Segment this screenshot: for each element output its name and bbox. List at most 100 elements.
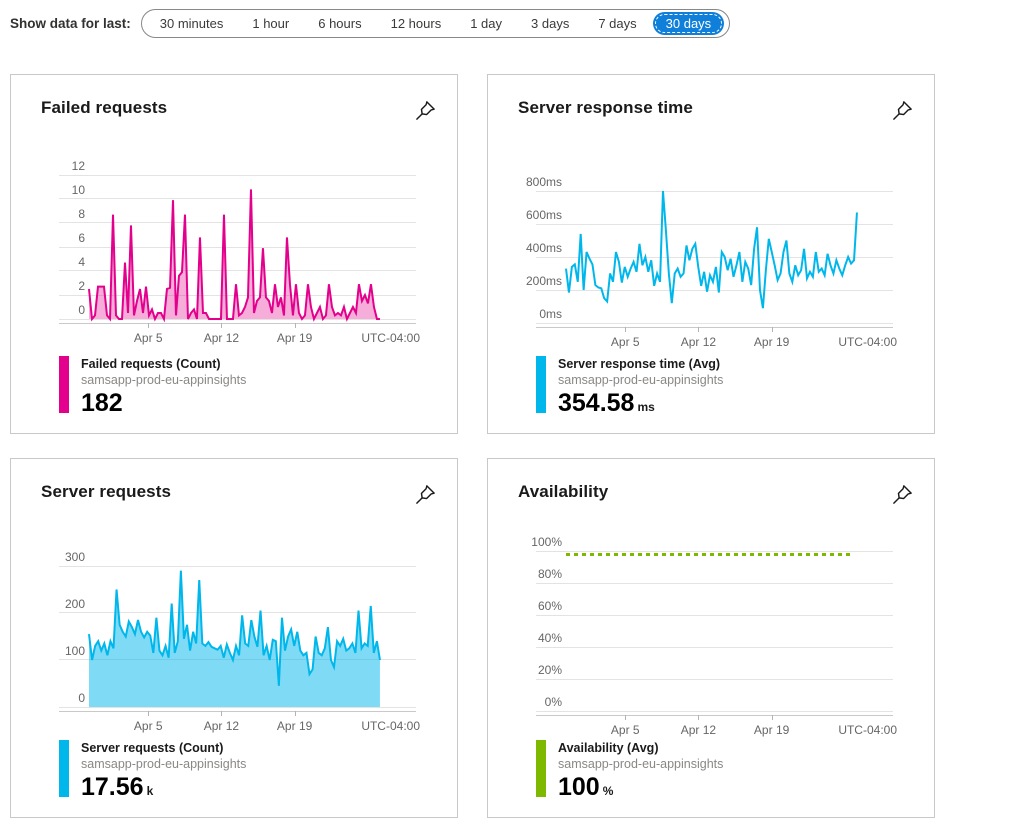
y-axis-label: 80%	[537, 567, 562, 581]
x-axis-label: Apr 12	[203, 719, 240, 733]
y-axis-label: 0%	[544, 695, 562, 709]
chart-legend: Server response time (Avg) samsapp-prod-…	[536, 356, 723, 417]
pin-button[interactable]	[888, 97, 916, 125]
gridline	[536, 256, 893, 258]
legend-unit: ms	[637, 400, 655, 414]
y-axis-label: 100%	[531, 535, 562, 549]
y-axis-label: 10	[71, 182, 85, 197]
x-axis-tick	[294, 711, 296, 716]
legend-metric-name: Server response time (Avg)	[558, 357, 721, 371]
x-axis-label: Apr 19	[753, 723, 790, 737]
y-axis-label: 0	[78, 303, 85, 317]
legend-resource-name: samsapp-prod-eu-appinsights	[81, 757, 247, 771]
y-axis-label: 300	[64, 550, 85, 564]
legend-metric-name: Server requests (Count)	[81, 741, 224, 755]
legend-value: 354.58	[558, 389, 635, 417]
x-axis-tick	[625, 327, 627, 332]
pin-icon	[415, 485, 435, 504]
time-range-option-3-days[interactable]: 3 days	[531, 16, 570, 31]
legend-color-bar	[59, 740, 69, 797]
x-axis-tick	[148, 711, 150, 716]
time-range-pill-group: 30 minutes 1 hour 6 hours 12 hours 1 day 3 da…	[140, 9, 731, 38]
gridline	[536, 646, 893, 648]
gridline	[59, 222, 416, 224]
x-axis-label: Apr 5	[610, 335, 640, 349]
x-axis-label: Apr 5	[133, 331, 163, 345]
series-line	[89, 175, 381, 319]
x-axis-tick	[771, 715, 773, 720]
y-axis-label: 60%	[537, 599, 562, 613]
y-axis-label: 2	[78, 279, 85, 293]
chart-plot-area: 300 200 100 0 Apr 5 Apr 12 Apr 19 UTC-04:00	[59, 550, 420, 733]
chart-legend: Server requests (Count) samsapp-prod-eu-…	[59, 740, 246, 801]
series-line	[566, 191, 857, 323]
time-range-option-1-day[interactable]: 1 day	[470, 16, 503, 31]
gridline	[536, 614, 893, 616]
x-axis-label: Apr 12	[680, 335, 717, 349]
gridline	[59, 612, 416, 614]
y-axis-label: 800ms	[525, 175, 562, 189]
series-dotted-line	[566, 553, 852, 556]
gridline	[59, 706, 416, 708]
gridline	[59, 174, 416, 176]
y-axis-label: 200	[64, 596, 85, 611]
card-title: Server requests	[41, 482, 172, 501]
time-range-option-12-hours[interactable]: 12 hours	[390, 16, 442, 31]
timezone-label: UTC-04:00	[361, 331, 420, 345]
x-axis-line	[536, 327, 893, 328]
chart-plot-area: 800ms 600ms 400ms 200ms 0ms Apr 5 Apr 12 Apr 19…	[526, 175, 897, 349]
pin-icon	[892, 485, 912, 504]
x-axis-label: Apr 12	[680, 723, 717, 737]
x-axis-line	[59, 711, 416, 712]
x-axis-label: Apr 19	[276, 719, 313, 733]
gridline	[536, 582, 893, 584]
card-title: Server response time	[518, 98, 693, 117]
legend-metric-name: Availability (Avg)	[558, 741, 659, 755]
legend-resource-name: samsapp-prod-eu-appinsights	[558, 757, 724, 771]
chart-legend: Availability (Avg) samsapp-prod-eu-appin…	[536, 740, 723, 801]
card-title: Availability	[518, 482, 609, 501]
card-title: Failed requests	[41, 98, 168, 117]
card-failed-requests[interactable]: Failed requests 12 10 8 6 4 2 0 Apr 5 Apr 12 Apr …	[10, 74, 458, 434]
time-range-option-30-minutes[interactable]: 30 minutes	[159, 16, 224, 31]
card-server-response-time[interactable]: Server response time 800ms 600ms 400ms 200m…	[487, 74, 935, 434]
gridline	[536, 223, 893, 225]
gridline	[536, 289, 893, 291]
gridline	[536, 678, 893, 680]
x-axis-tick	[698, 327, 700, 332]
chart-plot-area: 100% 80% 60% 40% 20% 0% Apr 5 Apr 12 Apr 19 UTC-0…	[531, 535, 897, 737]
x-axis-tick	[221, 323, 223, 328]
y-axis-label: 0	[78, 691, 85, 705]
x-axis-label: Apr 19	[753, 335, 790, 349]
y-axis-label: 200ms	[525, 274, 562, 288]
x-axis-line	[536, 715, 893, 716]
legend-color-bar	[59, 356, 69, 413]
card-server-requests[interactable]: Server requests 300 200 100 0 Apr 5 Apr 12 Apr…	[10, 458, 458, 818]
legend-color-bar	[536, 740, 546, 797]
y-axis-label: 6	[78, 231, 85, 245]
legend-color-bar	[536, 356, 546, 413]
cards-grid: Failed requests 12 10 8 6 4 2 0 Apr 5 Apr 12 Apr …	[10, 74, 1014, 818]
time-range-option-6-hours[interactable]: 6 hours	[318, 16, 362, 31]
gridline	[59, 198, 416, 200]
x-axis-tick	[625, 715, 627, 720]
pin-button[interactable]	[411, 97, 439, 125]
x-axis-tick	[698, 715, 700, 720]
chart-plot-area: 12 10 8 6 4 2 0 Apr 5 Apr 12 Apr 19 UTC-04:00	[59, 159, 420, 345]
pin-button[interactable]	[411, 481, 439, 509]
gridline	[536, 190, 893, 192]
y-axis-label: 40%	[537, 631, 562, 645]
card-availability[interactable]: Availability 100% 80% 60% 40% 20% 0% Apr 5 Apr …	[487, 458, 935, 818]
time-range-option-1-hour[interactable]: 1 hour	[252, 16, 290, 31]
time-range-option-7-days[interactable]: 7 days	[598, 16, 637, 31]
time-range-option-30-days[interactable]: 30 days	[652, 12, 725, 35]
x-axis-tick	[221, 711, 223, 716]
y-axis-label: 0ms	[539, 307, 562, 321]
x-axis-label: Apr 19	[276, 331, 313, 345]
time-range-label: Show data for last:	[10, 16, 131, 31]
timezone-label: UTC-04:00	[361, 719, 420, 733]
x-axis-line	[59, 323, 416, 324]
legend-value: 100	[558, 773, 600, 801]
pin-button[interactable]	[888, 481, 916, 509]
gridline	[536, 550, 893, 552]
